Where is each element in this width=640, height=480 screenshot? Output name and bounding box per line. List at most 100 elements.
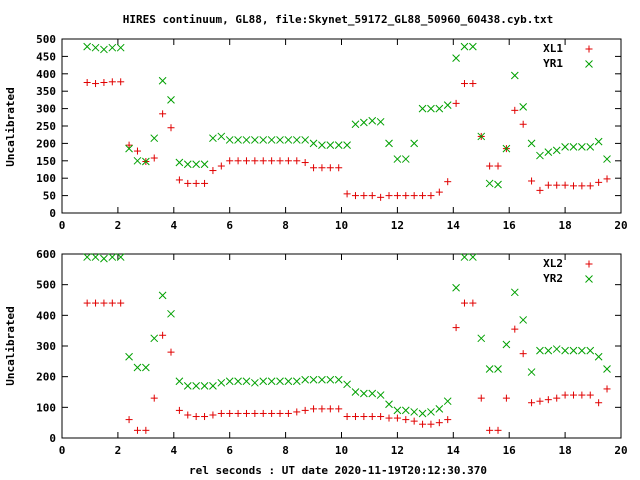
xl2-point (544, 396, 552, 404)
xl2-point (410, 417, 418, 425)
xl1-point (586, 182, 594, 190)
yr2-point (510, 288, 519, 297)
xl2-point (444, 416, 452, 424)
yr1-point (603, 155, 611, 163)
yr2-point (460, 253, 469, 261)
yr1-point (368, 116, 377, 125)
top-x-tick-label: 0 (59, 219, 66, 232)
yr2-point (267, 377, 276, 386)
yr1-point (200, 160, 209, 169)
yr1-point (435, 104, 444, 113)
bottom-x-tick-label: 20 (614, 444, 627, 457)
bottom-y-ticks: 0 100 200 300 400 500 600 (36, 248, 621, 445)
yr2-point (318, 375, 326, 384)
top-x-tick-label: 18 (558, 219, 571, 232)
yr2-point (284, 377, 293, 386)
xl1-point (159, 110, 167, 118)
xl2-point (301, 406, 309, 414)
xl2-point (553, 394, 561, 402)
xl1-point (511, 106, 519, 114)
yr2-point (485, 365, 494, 373)
yr2-point (175, 377, 184, 386)
yr1-point (292, 136, 301, 144)
xl1-point (452, 99, 460, 107)
yr2-point (150, 334, 159, 343)
xl1-point (460, 80, 468, 88)
top-y-tick-label: 150 (36, 155, 56, 168)
yr1-point (251, 136, 259, 144)
top-panel: Uncalibrated 050100150200250300350400450… (4, 33, 628, 232)
yr2-point (360, 389, 368, 398)
bottom-x-tick-label: 18 (558, 444, 571, 457)
xl2-point (167, 348, 175, 356)
xl1-point (528, 177, 536, 185)
xl2-point (184, 411, 192, 419)
xl1-point (117, 78, 125, 86)
yr2-point (326, 375, 335, 384)
top-y-tick-label: 300 (36, 103, 56, 116)
xl1-point (343, 190, 351, 198)
xl1-point (469, 80, 477, 88)
yr1-point (544, 148, 553, 156)
xl1-point (326, 164, 334, 172)
yr1-point (376, 117, 385, 126)
yr2-point (141, 363, 150, 372)
xl1-point (201, 179, 209, 187)
xl1-point (301, 159, 309, 167)
yr2-point (108, 253, 117, 261)
xl1-point (385, 192, 393, 200)
legend-xl2-label: XL2 (543, 257, 563, 270)
xl1-point (519, 120, 527, 128)
yr1-point (443, 101, 452, 109)
yr1-point (242, 136, 251, 144)
xl1-point (100, 79, 108, 86)
xl2-point (603, 385, 611, 393)
xl1-point (133, 147, 141, 155)
xl1-point (226, 157, 234, 165)
xl2-point (217, 409, 225, 417)
bottom-x-ticks: 0 2 4 6 8 10 12 14 16 18 20 (59, 254, 628, 457)
xl1-point (259, 157, 267, 165)
top-y-axis-label: Uncalibrated (4, 87, 17, 166)
xl1-legend-symbol (585, 45, 593, 53)
xl1-point (402, 192, 410, 200)
xl1-point (184, 179, 192, 187)
yr2-point (410, 408, 419, 416)
yr1-point (393, 155, 402, 163)
top-data-points (83, 42, 611, 201)
xl1-point (217, 162, 225, 170)
xl2-point (536, 397, 544, 405)
xl1-point (536, 186, 544, 194)
yr1-point (594, 137, 603, 146)
yr2-point (427, 408, 435, 416)
top-y-tick-label: 450 (36, 50, 56, 63)
top-x-tick-label: 16 (503, 219, 517, 232)
yr1-point (125, 144, 133, 153)
yr2-point (385, 400, 393, 409)
xl1-point (595, 178, 603, 186)
xl2-point (259, 409, 267, 417)
yr1-point (586, 143, 595, 151)
top-y-tick-label: 100 (36, 172, 56, 185)
xl2-point (528, 399, 536, 407)
xl2-point (117, 299, 125, 307)
bottom-panel: Uncalibrated 0 100 200 300 400 500 600 0 2 4 6 8 10… (4, 248, 628, 457)
yr1-point (158, 76, 167, 85)
xl2-point (92, 299, 100, 307)
xl2-point (284, 409, 292, 417)
yr2-point (183, 382, 192, 390)
yr2-point (158, 291, 167, 300)
yr2-point (351, 388, 360, 396)
xl2-point (351, 413, 359, 421)
yr1-point (427, 104, 435, 113)
yr2-point (552, 345, 561, 353)
xl1-point (209, 167, 217, 175)
xl2-point (402, 416, 410, 424)
xl1-point (150, 154, 158, 162)
yr2-point (242, 377, 251, 386)
yr1-point (108, 43, 117, 52)
xl2-point (477, 394, 485, 402)
xl1-point (318, 164, 326, 172)
yr1-point (536, 151, 544, 160)
xl2-point (569, 391, 577, 399)
